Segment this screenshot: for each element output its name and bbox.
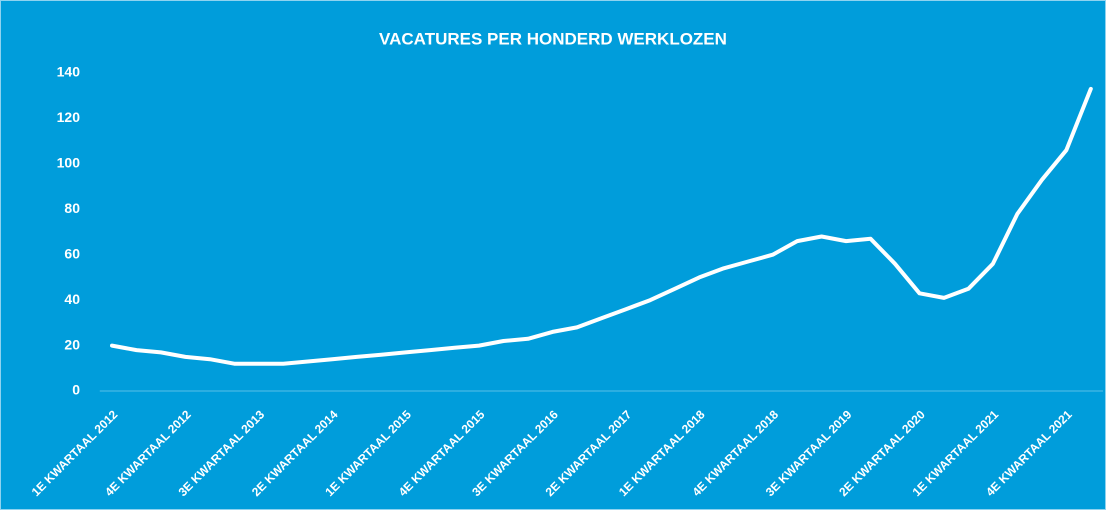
y-tick-label: 0 [72, 382, 80, 398]
y-tick-label: 40 [64, 291, 80, 307]
data-line [110, 86, 1093, 366]
y-tick-label: 20 [64, 336, 80, 352]
y-tick-label: 100 [57, 155, 81, 171]
y-tick-label: 140 [57, 64, 81, 80]
chart-title: VACATURES PER HONDERD WERKLOZEN [379, 29, 727, 48]
y-tick-label: 80 [64, 200, 80, 216]
y-tick-label: 120 [57, 109, 81, 125]
y-tick-label: 60 [64, 245, 80, 261]
